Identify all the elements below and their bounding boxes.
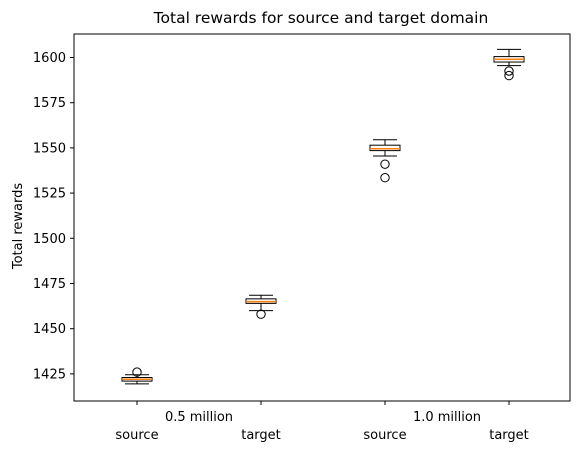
outlier-point — [380, 173, 390, 183]
y-tick-label: 1550 — [33, 141, 66, 156]
y-tick-label: 1500 — [33, 232, 66, 247]
outlier-point — [132, 367, 142, 377]
outlier-point — [380, 159, 390, 169]
y-tick-label: 1525 — [33, 187, 66, 202]
group-label: 1.0 million — [413, 410, 481, 425]
y-tick-label: 1600 — [33, 51, 66, 66]
x-tick-label: target — [241, 428, 281, 443]
chart-title: Total rewards for source and target doma… — [153, 9, 489, 27]
y-tick-label: 1450 — [33, 322, 66, 337]
box-iqr — [369, 144, 401, 152]
outlier-point — [504, 66, 514, 76]
x-tick-label: source — [115, 428, 158, 443]
y-tick-label: 1575 — [33, 96, 66, 111]
x-tick-label: target — [489, 428, 529, 443]
x-tick-label: source — [363, 428, 406, 443]
y-axis-label: Total rewards — [11, 183, 26, 271]
plot-frame — [73, 33, 571, 402]
outlier-point — [504, 70, 514, 81]
group-label: 0.5 million — [165, 410, 233, 425]
y-tick-label: 1425 — [33, 367, 66, 382]
outlier-point — [256, 309, 266, 319]
y-tick-label: 1475 — [33, 277, 66, 292]
